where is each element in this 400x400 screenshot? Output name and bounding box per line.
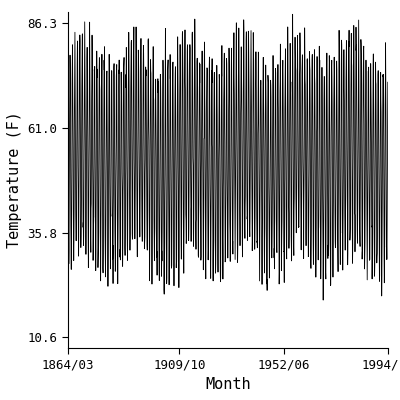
Y-axis label: Temperature (F): Temperature (F): [7, 112, 22, 248]
X-axis label: Month: Month: [205, 377, 251, 392]
